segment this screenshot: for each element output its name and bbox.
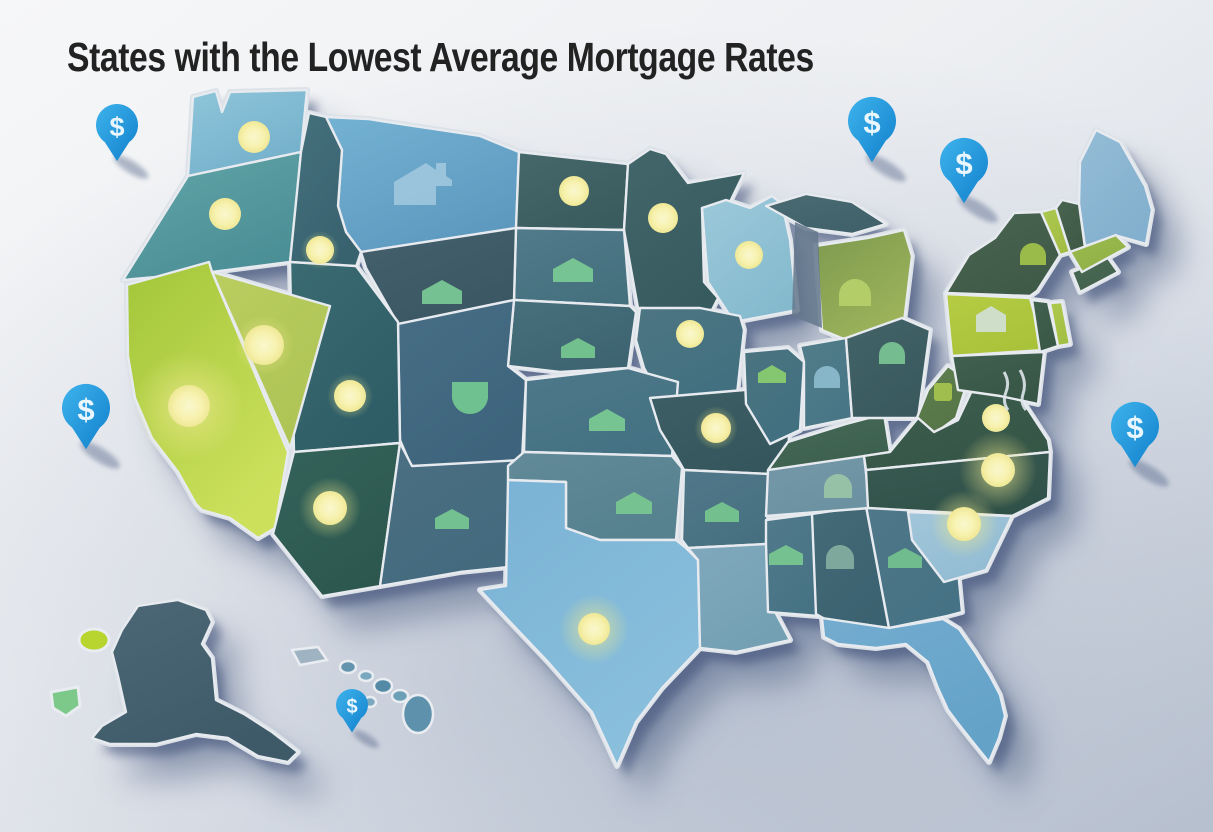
svg-text:$: $ bbox=[863, 105, 880, 140]
svg-text:$: $ bbox=[955, 146, 972, 181]
svg-text:$: $ bbox=[346, 696, 357, 718]
svg-text:$: $ bbox=[109, 112, 124, 142]
svg-text:$: $ bbox=[77, 392, 94, 427]
svg-text:$: $ bbox=[1126, 410, 1143, 445]
